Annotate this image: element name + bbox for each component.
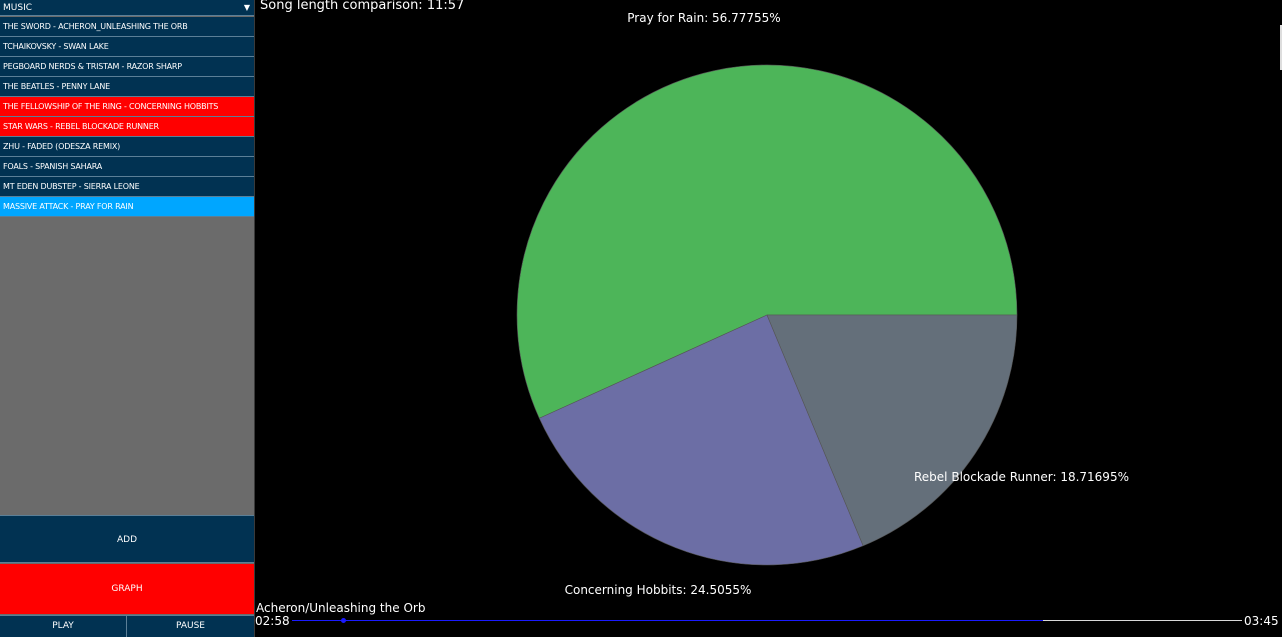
pie-slice bbox=[766, 314, 1018, 547]
category-dropdown-value: MUSIC bbox=[3, 3, 33, 13]
song-list-item[interactable]: MT EDEN DUBSTEP - SIERRA LEONE bbox=[0, 177, 254, 197]
total-time: 03:45 bbox=[1244, 614, 1279, 628]
song-list: THE SWORD - ACHERON_UNLEASHING THE ORB TC… bbox=[0, 17, 254, 217]
song-list-item[interactable]: MASSIVE ATTACK - PRAY FOR RAIN bbox=[0, 197, 254, 217]
scrollbar-edge[interactable] bbox=[1280, 25, 1282, 70]
category-dropdown[interactable]: MUSIC ▼ bbox=[0, 0, 254, 16]
song-list-item[interactable]: THE BEATLES - PENNY LANE bbox=[0, 77, 254, 97]
now-playing-title: Acheron/Unleashing the Orb bbox=[256, 601, 426, 615]
song-list-item[interactable]: STAR WARS - REBEL BLOCKADE RUNNER bbox=[0, 117, 254, 137]
chart-title: Song length comparison: 11:57 bbox=[260, 0, 465, 13]
pie-chart: Pray for Rain: 56.77755% Concerning Hobbi… bbox=[516, 11, 1129, 597]
song-list-item[interactable]: TCHAIKOVSKY - SWAN LAKE bbox=[0, 37, 254, 57]
pie-slice bbox=[516, 64, 1018, 419]
song-list-item[interactable]: FOALS - SPANISH SAHARA bbox=[0, 157, 254, 177]
sidebar: MUSIC ▼ THE SWORD - ACHERON_UNLEASHING T… bbox=[0, 0, 255, 637]
seek-bar-progress bbox=[292, 620, 1043, 621]
seek-handle[interactable] bbox=[341, 618, 346, 623]
pie-slice-label: Pray for Rain: 56.77755% bbox=[627, 11, 780, 25]
pie-slice-label: Concerning Hobbits: 24.5055% bbox=[565, 583, 752, 597]
song-list-item[interactable]: PEGBOARD NERDS & TRISTAM - RAZOR SHARP bbox=[0, 57, 254, 77]
graph-button[interactable]: GRAPH bbox=[0, 564, 254, 614]
elapsed-time: 02:58 bbox=[255, 614, 290, 628]
pie-slice-label: Rebel Blockade Runner: 18.71695% bbox=[914, 470, 1129, 484]
main-panel: Pray for Rain: 56.77755% Concerning Hobbi… bbox=[255, 0, 1282, 637]
pause-button[interactable]: PAUSE bbox=[127, 615, 254, 637]
pie-slice bbox=[538, 314, 864, 566]
play-button[interactable]: PLAY bbox=[0, 615, 127, 637]
song-list-item[interactable]: THE SWORD - ACHERON_UNLEASHING THE ORB bbox=[0, 17, 254, 37]
triangle-down-icon[interactable]: ▼ bbox=[243, 3, 250, 12]
add-button[interactable]: ADD bbox=[0, 515, 254, 563]
song-list-item[interactable]: THE FELLOWSHIP OF THE RING - CONCERNING … bbox=[0, 97, 254, 117]
song-list-item[interactable]: ZHU - FADED (ODESZA REMIX) bbox=[0, 137, 254, 157]
